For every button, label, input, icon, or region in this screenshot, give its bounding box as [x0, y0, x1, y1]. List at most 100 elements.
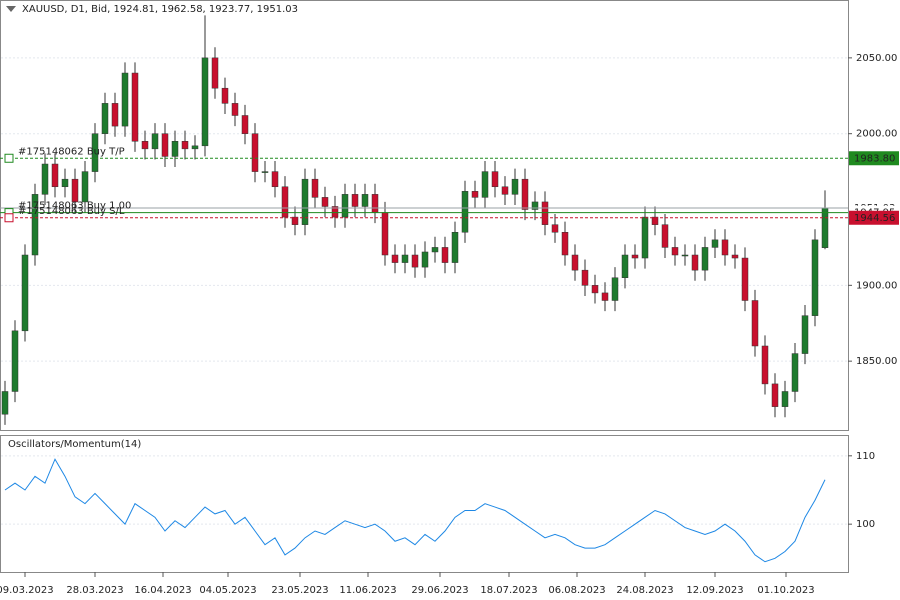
- candle-body: [801, 315, 809, 354]
- candle-body: [241, 115, 249, 134]
- y-tick-label: 100: [856, 519, 875, 530]
- candle-body: [371, 194, 379, 213]
- order-label: #175148062 Buy T/P: [18, 146, 125, 157]
- order-close-box[interactable]: [4, 153, 14, 163]
- candle-body: [821, 207, 829, 248]
- candle-body: [791, 353, 799, 392]
- candle-body: [131, 72, 139, 142]
- x-tick-label: 04.05.2023: [199, 585, 256, 596]
- candle-body: [301, 178, 309, 225]
- candle-body: [731, 254, 739, 259]
- candle-body: [781, 391, 789, 407]
- candle-body: [171, 141, 179, 157]
- candle-body: [431, 247, 439, 253]
- candle-body: [341, 194, 349, 218]
- candle-body: [561, 232, 569, 256]
- candle-body: [311, 178, 319, 198]
- candle-body: [751, 300, 759, 347]
- candle-body: [631, 254, 639, 259]
- candle-body: [91, 133, 99, 172]
- candle-body: [461, 191, 469, 233]
- candle-body: [661, 224, 669, 248]
- y-tick-label: 2050.00: [856, 53, 897, 64]
- candle-body: [231, 103, 239, 116]
- candle-body: [151, 133, 159, 150]
- candle-body: [601, 292, 609, 301]
- candle-body: [531, 201, 539, 210]
- momentum-line: [4, 458, 826, 563]
- candle-body: [721, 239, 729, 256]
- candle-body: [381, 212, 389, 256]
- candle-body: [11, 330, 19, 392]
- candle-body: [261, 171, 269, 173]
- x-tick-label: 11.06.2023: [339, 585, 396, 596]
- candle-body: [21, 254, 29, 332]
- y-tick-label: 1850.00: [856, 356, 897, 367]
- candle-body: [761, 345, 769, 385]
- candle-body: [401, 254, 409, 263]
- candle-body: [571, 254, 579, 271]
- candle-body: [31, 194, 39, 256]
- candle-body: [191, 145, 199, 150]
- price-pane: [0, 0, 849, 431]
- y-tick-label: 2000.00: [856, 129, 897, 140]
- candle-body: [541, 201, 549, 225]
- order-label: #175148063 Buy S/L: [18, 206, 125, 217]
- candle-body: [711, 239, 719, 248]
- symbol-menu-icon[interactable]: [6, 6, 16, 12]
- x-tick-label: 09.03.2023: [0, 585, 54, 596]
- candle-body: [61, 178, 69, 188]
- candle-body: [451, 232, 459, 263]
- x-tick-label: 18.07.2023: [480, 585, 537, 596]
- oscillator-title: Oscillators/Momentum(14): [8, 439, 141, 450]
- candle-body: [291, 216, 299, 225]
- order-tag: 1944.56: [854, 213, 895, 224]
- candle-body: [351, 194, 359, 207]
- candle-body: [321, 197, 329, 207]
- candle-body: [441, 247, 449, 263]
- candle-body: [201, 57, 209, 147]
- chart-header: XAUUSD, D1, Bid, 1924.81, 1962.58, 1923.…: [22, 4, 298, 15]
- candle-body: [51, 163, 59, 188]
- candle-body: [811, 239, 819, 316]
- x-tick-label: 01.10.2023: [757, 585, 814, 596]
- candle-body: [681, 254, 689, 257]
- order-label: #175148063 Buy 1.00: [18, 201, 131, 212]
- candle-body: [361, 194, 369, 207]
- candle-body: [121, 72, 129, 127]
- candle-body: [331, 206, 339, 218]
- candle-body: [691, 254, 699, 271]
- order-close-box[interactable]: [4, 213, 14, 223]
- candle-body: [641, 216, 649, 259]
- candle-body: [611, 277, 619, 301]
- candle-body: [221, 87, 229, 104]
- candle-body: [141, 141, 149, 150]
- candle-body: [511, 178, 519, 195]
- candle-body: [181, 141, 189, 150]
- candle-body: [411, 254, 419, 268]
- candle-body: [521, 178, 529, 210]
- x-tick-label: 06.08.2023: [548, 585, 605, 596]
- candle-body: [111, 103, 119, 127]
- candle-body: [551, 224, 559, 233]
- candle-body: [251, 133, 259, 172]
- order-tag-bg: [849, 151, 899, 166]
- y-tick-label: 110: [856, 451, 875, 462]
- x-tick-label: 28.03.2023: [66, 585, 123, 596]
- candle-body: [591, 285, 599, 294]
- candle-body: [101, 103, 109, 134]
- x-tick-label: 12.09.2023: [686, 585, 743, 596]
- candle-body: [41, 163, 49, 195]
- oscillator-pane: [0, 435, 849, 573]
- x-tick-label: 23.05.2023: [271, 585, 328, 596]
- candle-body: [741, 257, 749, 301]
- candle-body: [481, 171, 489, 198]
- candle-body: [391, 254, 399, 263]
- candle-body: [581, 269, 589, 286]
- candle-body: [161, 133, 169, 157]
- candle-body: [211, 57, 219, 89]
- candle-body: [281, 186, 289, 218]
- x-tick-label: 29.06.2023: [411, 585, 468, 596]
- candle-body: [71, 178, 79, 203]
